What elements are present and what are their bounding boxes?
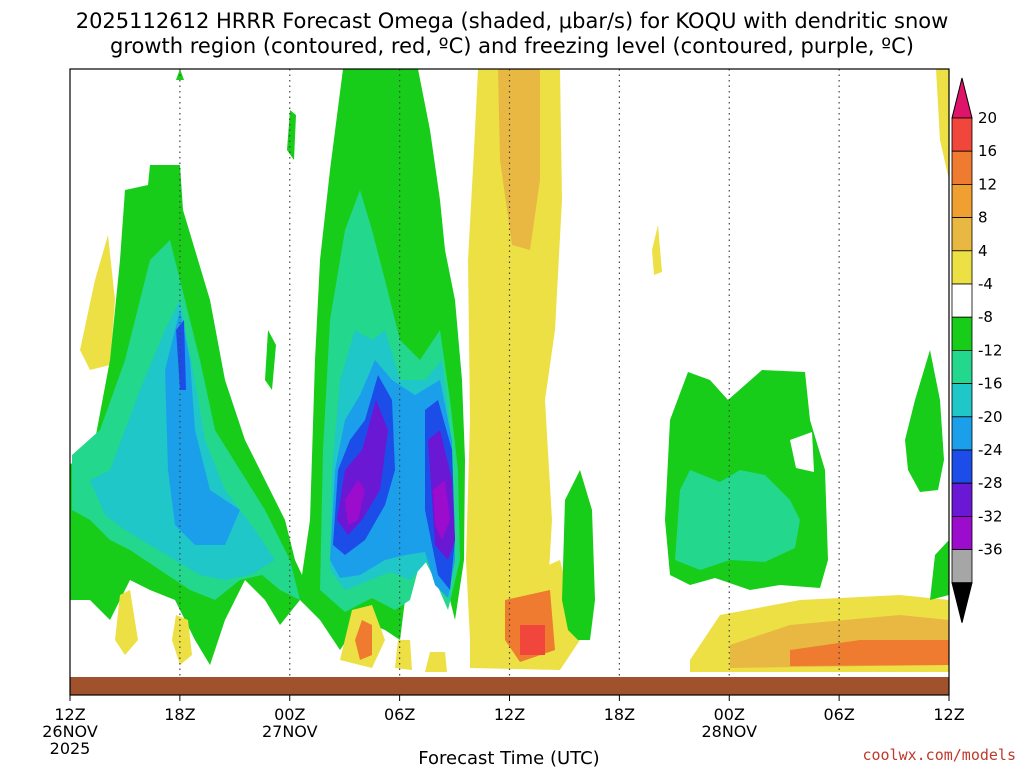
x-tick-label-1: 18Z xyxy=(164,705,195,724)
colorbar-label-10: -24 xyxy=(978,441,1003,459)
low-level-yellow-blob-5 xyxy=(425,652,447,672)
colorbar-segment-6 xyxy=(951,283,973,318)
colorbar-segment-13 xyxy=(951,516,973,551)
x-tick-label-8: 12Z xyxy=(933,705,964,724)
low-level-descent-red xyxy=(520,625,545,655)
colorbar-segment-5 xyxy=(951,250,973,285)
x-tick-date-0: 26NOV xyxy=(42,722,98,741)
right-edge-ascent-green-lower xyxy=(930,540,949,600)
small-yellow-blob xyxy=(652,225,662,275)
colorbar-segment-3 xyxy=(951,183,973,218)
colorbar-segment-9 xyxy=(951,383,973,418)
credit-text[interactable]: coolwx.com/models xyxy=(862,746,1016,764)
colorbar-label-5: -4 xyxy=(978,275,993,293)
x-tick-label-6: 00Z xyxy=(714,705,745,724)
small-green-2 xyxy=(265,330,276,390)
colorbar-segment-2 xyxy=(951,150,973,185)
x-tick-label-2: 00Z xyxy=(274,705,305,724)
colorbar-segment-4 xyxy=(951,217,973,252)
colorbar-label-4: 4 xyxy=(978,242,988,260)
descent-column-gold xyxy=(498,69,540,250)
chart-title-line-2: growth region (contoured, red, ºC) and f… xyxy=(110,34,914,58)
low-level-yellow-blob-4 xyxy=(395,640,412,670)
late-low-level-orange xyxy=(790,640,949,666)
colorbar-label-0: 20 xyxy=(978,109,997,127)
upper-left-yellow xyxy=(80,235,115,370)
colorbar-label-11: -28 xyxy=(978,474,1003,492)
colorbar-label-6: -8 xyxy=(978,308,993,326)
descent-column-yellow xyxy=(466,69,562,660)
low-level-yellow-blob-2 xyxy=(172,615,192,665)
colorbar-label-1: 16 xyxy=(978,142,997,160)
x-tick-label-7: 06Z xyxy=(823,705,854,724)
colorbar-segment-7 xyxy=(951,316,973,351)
omega-shaded-field xyxy=(70,69,949,672)
colorbar-segment-10 xyxy=(951,416,973,451)
low-level-orange-blob xyxy=(355,620,372,660)
colorbar-label-8: -16 xyxy=(978,375,1003,393)
x-tick-date-2: 27NOV xyxy=(262,722,318,741)
x-tick-label-4: 12Z xyxy=(494,705,525,724)
colorbar-label-12: -32 xyxy=(978,507,1003,525)
left-ascent-blue xyxy=(176,320,186,390)
x-tick-label-3: 06Z xyxy=(384,705,415,724)
colorbar-label-13: -36 xyxy=(978,541,1003,559)
colorbar-label-9: -20 xyxy=(978,408,1003,426)
colorbar-segment-8 xyxy=(951,349,973,384)
x-tick-year-0: 2025 xyxy=(50,739,91,758)
ground-surface xyxy=(70,677,949,695)
midday-ascent-green xyxy=(562,470,595,640)
low-level-yellow-blob-1 xyxy=(115,590,138,655)
colorbar-label-3: 8 xyxy=(978,209,988,227)
x-axis-label: Forecast Time (UTC) xyxy=(418,748,599,768)
x-tick-label-0: 12Z xyxy=(54,705,85,724)
x-tick-label-5: 18Z xyxy=(604,705,635,724)
colorbar-segment-12 xyxy=(951,482,973,517)
colorbar-label-2: 12 xyxy=(978,175,997,193)
late-ascent-teal xyxy=(675,470,800,570)
chart-title-line-1: 2025112612 HRRR Forecast Omega (shaded, … xyxy=(76,9,949,33)
colorbar-segment-14 xyxy=(951,549,973,584)
right-edge-ascent-green xyxy=(905,350,944,492)
colorbar-label-7: -12 xyxy=(978,341,1003,359)
colorbar: 20 16 12 8 4 -4 -8 -12 -16 -20 -24 -28 -32 -36 xyxy=(951,77,1003,623)
colorbar-top-arrow xyxy=(951,77,973,119)
middle-ascent-violet-core xyxy=(345,480,450,540)
x-tick-date-6: 28NOV xyxy=(701,722,757,741)
colorbar-bottom-arrow xyxy=(951,582,973,623)
upper-right-yellow xyxy=(936,69,949,180)
colorbar-segment-1 xyxy=(951,117,973,152)
late-ascent-white-hole xyxy=(790,432,814,472)
colorbar-segment-11 xyxy=(951,449,973,484)
middle-ascent-blue xyxy=(333,375,455,590)
